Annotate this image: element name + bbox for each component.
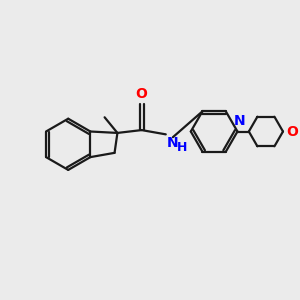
Text: N: N [234, 114, 245, 128]
Text: N: N [167, 136, 179, 150]
Text: O: O [286, 124, 298, 139]
Text: H: H [177, 141, 187, 154]
Text: O: O [136, 87, 148, 101]
